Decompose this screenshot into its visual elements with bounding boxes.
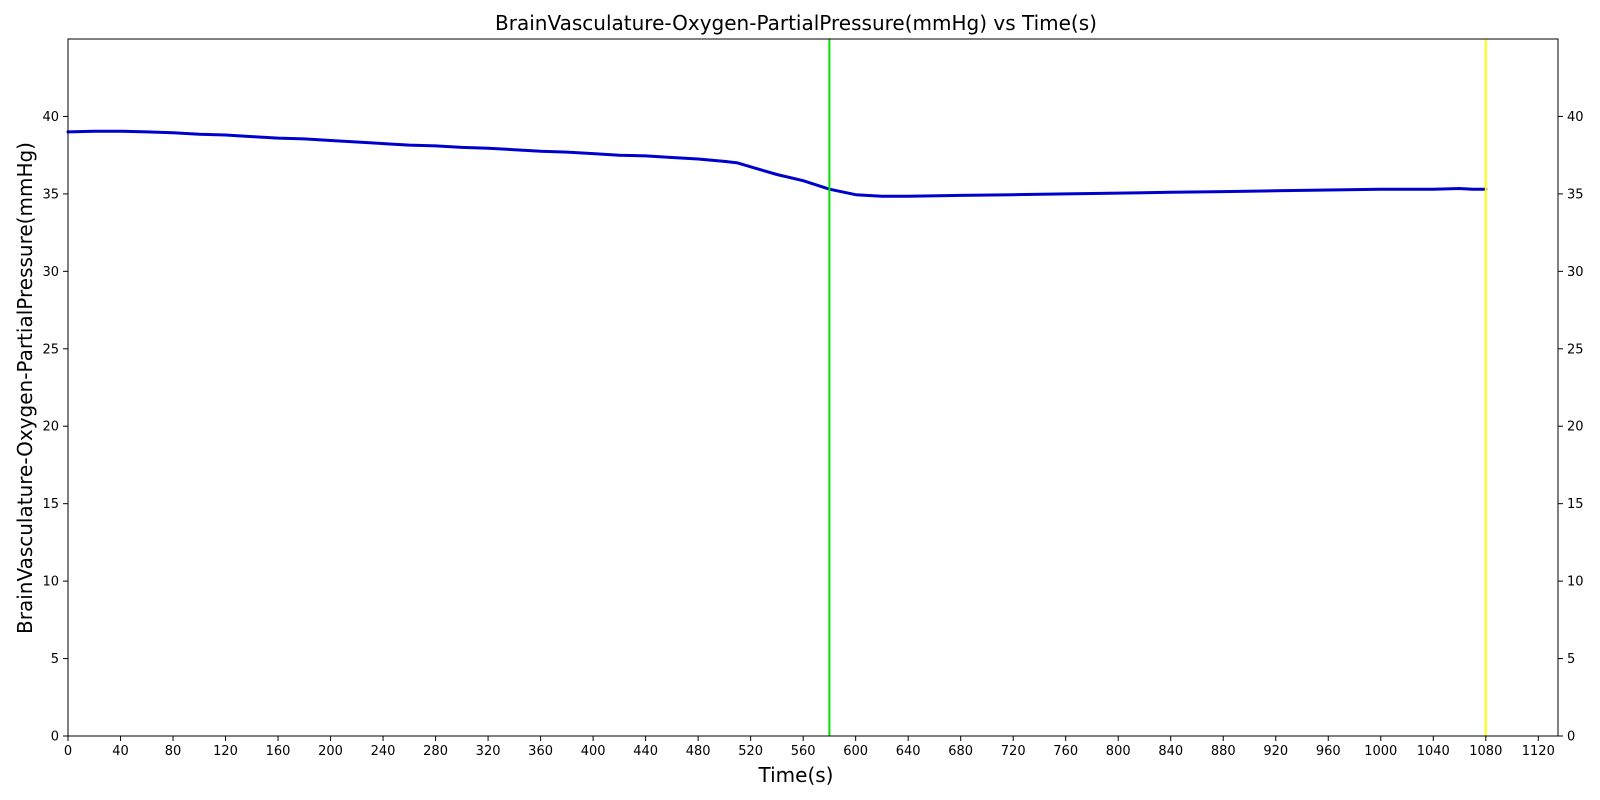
series-line-0 (66, 129, 1488, 198)
x-tick-label: 400 (581, 744, 606, 759)
x-tick-label: 40 (112, 744, 129, 759)
x-tick-label: 560 (791, 744, 816, 759)
y-tick-label-left: 0 (51, 730, 59, 745)
x-tick-label: 840 (1158, 744, 1183, 759)
x-tick-label: 360 (528, 744, 553, 759)
y-tick-label-left: 10 (42, 575, 59, 590)
x-tick-label: 1000 (1364, 744, 1397, 759)
x-tick-label: 720 (1001, 744, 1026, 759)
x-tick-label: 320 (476, 744, 501, 759)
y-tick-label-right: 0 (1567, 730, 1575, 745)
x-tick-label: 160 (266, 744, 291, 759)
plot-frame (67, 38, 1559, 737)
x-tick-label: 520 (738, 744, 763, 759)
x-tick-label: 1040 (1417, 744, 1450, 759)
x-tick-label: 200 (318, 744, 343, 759)
x-tick-label: 1080 (1469, 744, 1502, 759)
x-tick-label: 480 (686, 744, 711, 759)
y-tick-label-right: 25 (1567, 342, 1584, 357)
x-tick-label: 440 (633, 744, 658, 759)
x-tick-label: 760 (1053, 744, 1078, 759)
x-tick-label: 800 (1106, 744, 1131, 759)
x-tick-label: 640 (896, 744, 921, 759)
y-tick-label-right: 5 (1567, 652, 1575, 667)
y-tick-label-left: 15 (42, 497, 59, 512)
chart-title: BrainVasculature-Oxygen-PartialPressure(… (495, 11, 1097, 35)
axes: 0 40 80 120 160 200 240 280 320 360 400 440 480 520 56… (42, 110, 1583, 759)
y-tick-label-left: 40 (42, 110, 59, 125)
y-tick-label-left: 5 (51, 652, 59, 667)
y-tick-label-left: 30 (42, 265, 59, 280)
x-tick-label: 880 (1211, 744, 1236, 759)
x-tick-label: 920 (1263, 744, 1288, 759)
y-axis-label: BrainVasculature-Oxygen-PartialPressure(… (13, 142, 37, 634)
x-axis-label: Time(s) (758, 763, 834, 787)
x-tick-label: 280 (423, 744, 448, 759)
x-tick-label: 120 (213, 744, 238, 759)
y-tick-label-left: 20 (42, 420, 59, 435)
y-tick-label-right: 35 (1567, 187, 1584, 202)
y-tick-label-right: 15 (1567, 497, 1584, 512)
y-tick-label-right: 10 (1567, 575, 1584, 590)
y-tick-label-right: 40 (1567, 110, 1584, 125)
x-tick-label: 80 (165, 744, 182, 759)
y-tick-label-right: 30 (1567, 265, 1584, 280)
plot-area (66, 39, 1488, 736)
x-tick-label: 0 (64, 744, 72, 759)
x-tick-label: 680 (948, 744, 973, 759)
y-tick-label-left: 35 (42, 187, 59, 202)
x-tick-label: 960 (1316, 744, 1341, 759)
x-tick-label: 600 (843, 744, 868, 759)
y-tick-label-right: 20 (1567, 420, 1584, 435)
x-tick-label: 1120 (1522, 744, 1555, 759)
x-tick-label: 240 (371, 744, 396, 759)
y-tick-label-left: 25 (42, 342, 59, 357)
